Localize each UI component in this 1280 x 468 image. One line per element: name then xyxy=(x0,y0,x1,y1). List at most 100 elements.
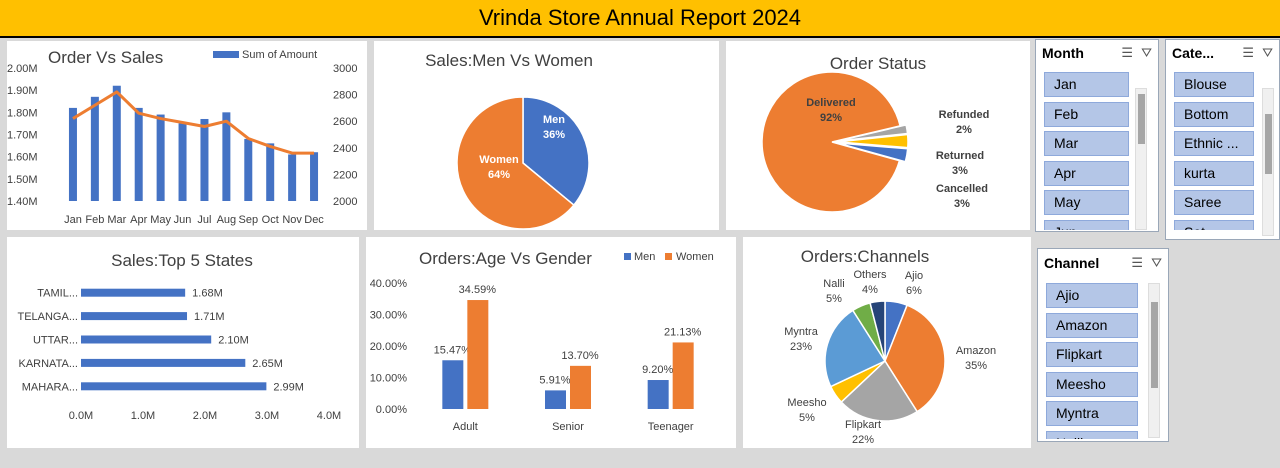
slicer-item-nalli[interactable]: Nalli xyxy=(1046,430,1138,439)
y-axis-tick-label: 40.00% xyxy=(370,278,408,290)
legend-label-women: Women xyxy=(676,251,714,263)
legend-swatch-men xyxy=(624,253,631,260)
slicer-header: Month ☰ ⛛ xyxy=(1036,40,1158,66)
bar-value-label: 1.68M xyxy=(192,288,223,300)
age-gender-panel: Orders:Age Vs Gender Men Women 40.00% 30.… xyxy=(366,237,736,448)
order-vs-sales-chart: Order Vs Sales Sum of Amount 2.00M 1.90M 1… xyxy=(7,48,357,226)
bar-value-label: 2.99M xyxy=(273,381,304,393)
slicer-scrollbar[interactable] xyxy=(1135,88,1147,230)
slicer-item-jan[interactable]: Jan xyxy=(1044,72,1129,97)
slicer-item-bottom[interactable]: Bottom xyxy=(1174,101,1254,127)
slicer-title: Month xyxy=(1042,45,1084,61)
slicer-scrollbar[interactable] xyxy=(1262,88,1274,236)
x-axis-tick-label: 3.0M xyxy=(255,410,279,422)
y-axis-right-tick-label: 3000 xyxy=(333,63,357,75)
x-axis-tick-label: Jun xyxy=(174,214,192,226)
order-status-chart: Order Status Delivered 92% Refunded 2% Retur… xyxy=(761,54,990,213)
slice-label: Refunded xyxy=(939,109,990,121)
pie-slice xyxy=(869,300,886,362)
multi-select-icon[interactable]: ☰ xyxy=(1131,255,1144,271)
slicer-item-set[interactable]: Set xyxy=(1174,219,1254,230)
y-axis-left-tick-label: 1.80M xyxy=(7,107,38,119)
bar-value-label: 1.71M xyxy=(194,311,225,323)
slicer-item-myntra[interactable]: Myntra xyxy=(1046,401,1138,426)
legend-swatch xyxy=(213,51,239,58)
slicer-item-may[interactable]: May xyxy=(1044,190,1129,215)
bar xyxy=(81,358,246,367)
slice-label: Flipkart xyxy=(845,419,881,431)
age-gender-chart: Orders:Age Vs Gender Men Women 40.00% 30.… xyxy=(370,249,714,433)
bar-value-label: 34.59% xyxy=(459,284,497,296)
slice-label: Returned xyxy=(936,150,984,162)
pie-slice xyxy=(884,304,946,413)
scrollbar-thumb[interactable] xyxy=(1151,302,1158,388)
slicer-item-mar[interactable]: Mar xyxy=(1044,131,1129,156)
bar xyxy=(222,112,231,201)
legend-label: Sum of Amount xyxy=(242,49,317,61)
pie-slice xyxy=(837,133,909,149)
slicer-item-amazon[interactable]: Amazon xyxy=(1046,312,1138,338)
bar-value-label: 9.20% xyxy=(642,364,673,376)
slice-label: Delivered xyxy=(806,97,856,109)
slicer-item-blouse[interactable]: Blouse xyxy=(1174,72,1254,97)
slicer-item-feb[interactable]: Feb xyxy=(1044,101,1129,127)
chart-title: Sales:Top 5 States xyxy=(111,251,253,270)
pie-slice xyxy=(837,123,909,142)
chart-title: Order Status xyxy=(830,54,926,73)
bar xyxy=(467,300,489,409)
slice-pct: 92% xyxy=(820,112,842,124)
chart-title: Orders:Age Vs Gender xyxy=(419,249,592,268)
slicer-header: Cate... ☰ ⛛ xyxy=(1166,40,1279,66)
x-axis-tick-label: 4.0M xyxy=(317,410,341,422)
month-slicer[interactable]: Month ☰ ⛛ Jan Feb Mar Apr May Jun xyxy=(1035,39,1159,232)
x-axis-tick-label: Sep xyxy=(239,214,259,226)
pie-slice xyxy=(456,96,575,230)
slice-pct: 3% xyxy=(952,165,968,177)
slice-pct: 5% xyxy=(826,293,842,305)
y-axis-left-tick-label: 1.90M xyxy=(7,85,38,97)
multi-select-icon[interactable]: ☰ xyxy=(1242,45,1255,61)
slice-pct: 22% xyxy=(852,434,874,446)
bar xyxy=(134,107,143,201)
slice-label: Cancelled xyxy=(936,183,988,195)
bar xyxy=(112,85,121,201)
y-axis-tick-label: 30.00% xyxy=(370,310,408,322)
slicer-item-apr[interactable]: Apr xyxy=(1044,160,1129,186)
multi-select-icon[interactable]: ☰ xyxy=(1121,45,1134,61)
clear-filter-icon[interactable]: ⛛ xyxy=(1262,45,1273,61)
bar-value-label: 2.10M xyxy=(218,335,249,347)
clear-filter-icon[interactable]: ⛛ xyxy=(1151,255,1162,271)
scrollbar-thumb[interactable] xyxy=(1138,94,1145,144)
series-line xyxy=(72,90,315,155)
top-states-panel: Sales:Top 5 States TAMIL... 1.68M TELANGA.… xyxy=(7,237,359,448)
slicer-items: Blouse Bottom Ethnic ... kurta Saree Set xyxy=(1174,72,1254,230)
y-axis-tick-label: TELANGA... xyxy=(17,311,78,323)
channel-slicer[interactable]: Channel ☰ ⛛ Ajio Amazon Flipkart Meesho … xyxy=(1037,248,1169,442)
slicer-item-saree[interactable]: Saree xyxy=(1174,190,1254,215)
bar xyxy=(81,312,188,321)
slicer-item-jun[interactable]: Jun xyxy=(1044,219,1129,230)
channels-panel: Orders:Channels Ajio 6% Amazon 35% Flipkart 2… xyxy=(743,237,1031,448)
slicer-item-kurta[interactable]: kurta xyxy=(1174,160,1254,186)
slice-label: Others xyxy=(853,269,887,281)
slicer-scrollbar[interactable] xyxy=(1148,283,1160,438)
bar xyxy=(178,123,187,201)
bar xyxy=(266,143,275,201)
slicer-item-ethnic[interactable]: Ethnic ... xyxy=(1174,131,1254,156)
slicer-item-ajio[interactable]: Ajio xyxy=(1046,283,1138,308)
x-axis-tick-label: Dec xyxy=(304,214,324,226)
y-axis-tick-label: 10.00% xyxy=(370,373,408,385)
clear-filter-icon[interactable]: ⛛ xyxy=(1141,45,1152,61)
slicer-item-flipkart[interactable]: Flipkart xyxy=(1046,342,1138,367)
y-axis-tick-label: 0.00% xyxy=(376,404,407,416)
bar-value-label: 21.13% xyxy=(664,326,702,338)
y-axis-left-tick-label: 1.70M xyxy=(7,130,38,142)
bar xyxy=(68,107,77,201)
slice-pct: 35% xyxy=(965,360,987,372)
bar xyxy=(244,138,253,201)
category-slicer[interactable]: Cate... ☰ ⛛ Blouse Bottom Ethnic ... kur… xyxy=(1165,39,1280,240)
legend-label-men: Men xyxy=(634,251,655,263)
slicer-item-meesho[interactable]: Meesho xyxy=(1046,371,1138,397)
slicer-title: Channel xyxy=(1044,255,1100,271)
scrollbar-thumb[interactable] xyxy=(1265,114,1272,174)
